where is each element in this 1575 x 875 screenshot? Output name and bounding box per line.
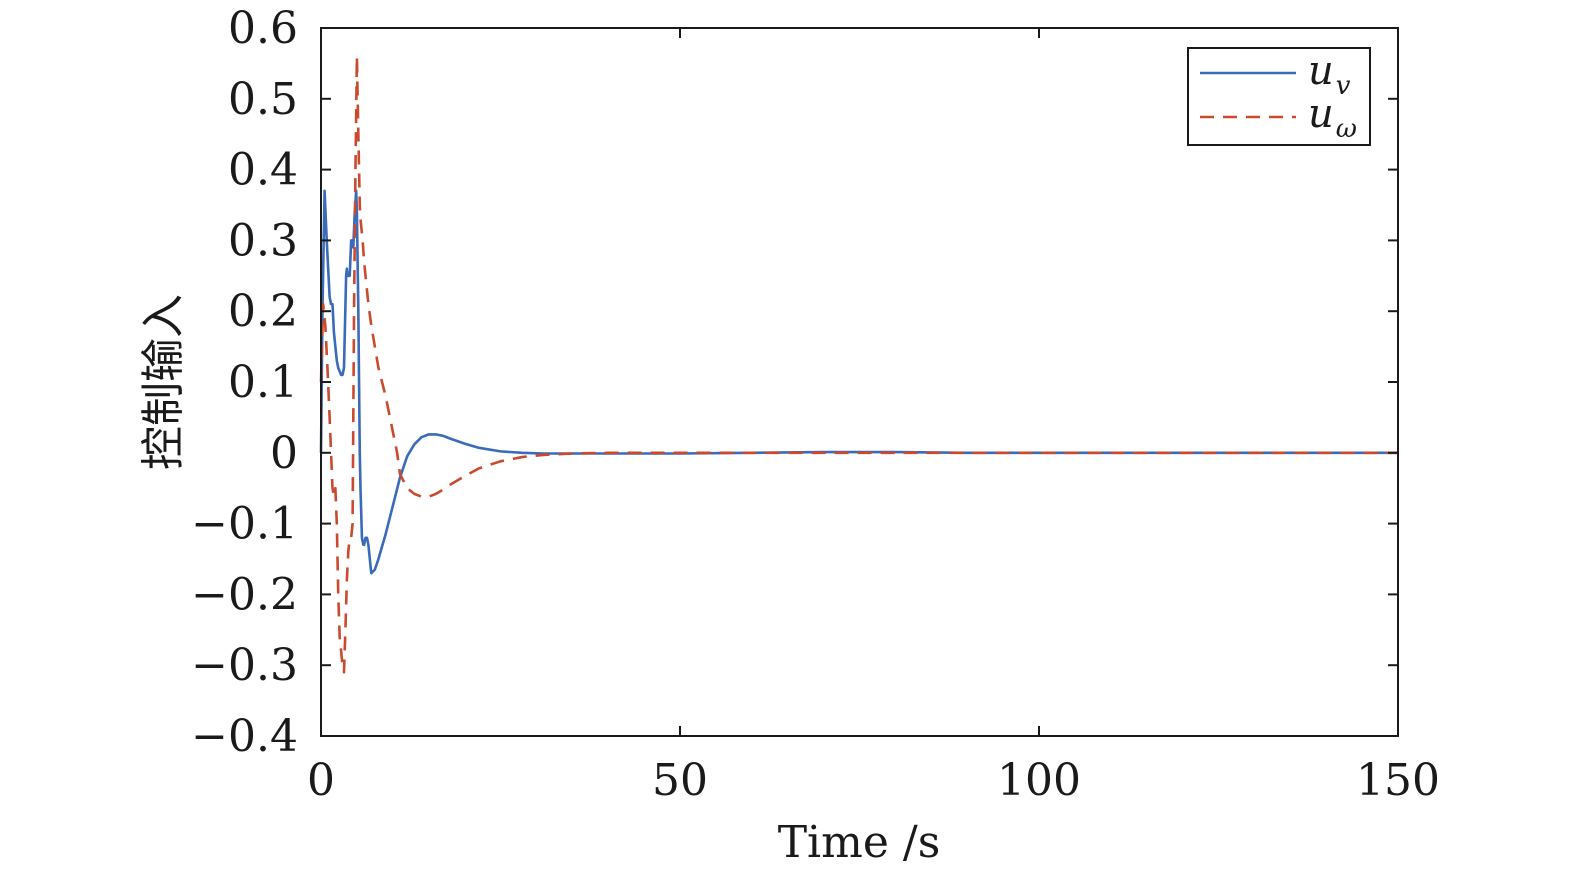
legend: uv uω	[1187, 47, 1371, 146]
y-tick-label: 0.1	[228, 357, 298, 408]
y-axis-title: 控制输入	[138, 294, 189, 470]
series-line-0	[319, 189, 1398, 575]
legend-label-uomega: uω	[1308, 91, 1357, 144]
x-tick-labels: 0 50 100 150	[307, 755, 1440, 806]
series-layer	[319, 55, 1398, 674]
x-tick-label: 0	[307, 755, 335, 806]
y-tick-label: 0.2	[228, 286, 298, 337]
series-line-1	[319, 55, 1398, 674]
legend-box	[1187, 47, 1371, 146]
legend-label-uv: uv	[1308, 48, 1351, 101]
y-tick-label: −0.2	[191, 569, 298, 620]
y-tick-label: 0.6	[228, 3, 298, 54]
y-tick-label: 0.5	[228, 74, 298, 125]
tick-layer	[320, 27, 1399, 737]
y-tick-label: 0.3	[228, 215, 298, 266]
y-tick-label: −0.4	[191, 711, 298, 762]
x-axis-title: Time /s	[778, 817, 941, 868]
x-tick-label: 50	[652, 755, 708, 806]
x-tick-label: 150	[1356, 755, 1440, 806]
y-tick-label: −0.3	[191, 640, 298, 691]
y-tick-label: 0	[270, 428, 298, 479]
x-tick-label: 100	[997, 755, 1081, 806]
y-tick-label: −0.1	[191, 499, 298, 550]
y-tick-labels: 0.6 0.5 0.4 0.3 0.2 0.1 0 −0.1 −0.2 −0.3 −0.4	[191, 3, 298, 762]
y-tick-label: 0.4	[228, 145, 298, 196]
